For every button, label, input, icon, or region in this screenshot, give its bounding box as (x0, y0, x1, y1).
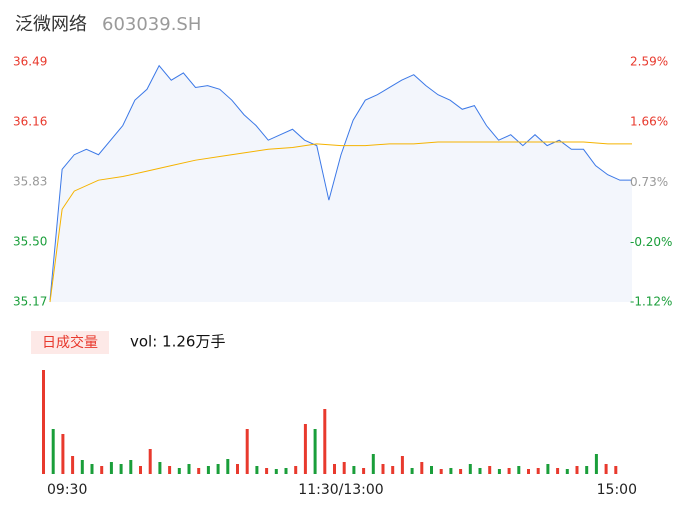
volume-bar (90, 464, 94, 474)
y-tick-label: 35.50 (13, 235, 47, 249)
volume-label-box (31, 331, 109, 354)
volume-bar (197, 468, 201, 474)
volume-bar (284, 468, 288, 474)
y-tick-label: 35.83 (13, 175, 47, 189)
volume-bar (585, 466, 589, 474)
y2-tick-label: 2.59% (630, 55, 668, 69)
volume-bar (459, 469, 463, 474)
y-tick-label: 36.16 (13, 115, 47, 129)
volume-bar (546, 464, 550, 474)
volume-label: 日成交量 (42, 334, 98, 351)
volume-bar (488, 466, 492, 474)
price-area (50, 65, 632, 303)
volume-bar (352, 466, 356, 474)
volume-bar (527, 469, 530, 474)
volume-bar (536, 468, 540, 474)
volume-bar (42, 370, 45, 474)
volume-bar (265, 468, 269, 474)
volume-bar (604, 464, 608, 474)
y2-tick-label: -0.20% (630, 235, 672, 249)
volume-bar (100, 466, 104, 474)
volume-bar (517, 466, 521, 474)
volume-bar (439, 469, 443, 474)
volume-bar (119, 464, 123, 474)
volume-bar (313, 429, 317, 474)
volume-bar (430, 466, 433, 474)
volume-annotation: vol: 1.26万手 (130, 333, 225, 351)
volume-bar (449, 468, 453, 474)
volume-bar (594, 454, 598, 474)
average-line (49, 141, 632, 303)
x-tick-label: 11:30/13:00 (298, 482, 383, 498)
volume-bar (294, 466, 298, 474)
price-line (49, 64, 632, 301)
volume-bar (507, 468, 511, 474)
volume-bar (565, 469, 569, 474)
volume-bar (614, 466, 618, 474)
volume-bar (168, 466, 172, 474)
volume-bar (362, 468, 366, 474)
volume-bar (274, 469, 278, 474)
volume-bar (303, 424, 307, 474)
volume-bar (255, 466, 259, 474)
volume-bar (556, 468, 560, 474)
volume-bar (236, 464, 239, 474)
x-tick-label: 15:00 (597, 482, 637, 498)
volume-bar (216, 464, 220, 474)
x-tick-label: 09:30 (47, 482, 87, 498)
volume-bar (381, 464, 385, 474)
volume-bar (226, 459, 230, 474)
y-tick-label: 35.17 (13, 295, 47, 309)
volume-bar (61, 434, 65, 474)
volume-bar (177, 468, 181, 474)
volume-bar (109, 462, 113, 474)
volume-bar (71, 456, 75, 474)
volume-bar (206, 466, 210, 474)
y2-tick-label: -1.12% (630, 295, 672, 309)
y-tick-label: 36.49 (13, 55, 47, 69)
volume-bar (391, 466, 395, 474)
y2-tick-label: 1.66% (630, 115, 668, 129)
volume-bar (129, 460, 133, 474)
stock-code: 603039.SH (102, 14, 201, 35)
volume-bar (575, 466, 579, 474)
y2-tick-label: 0.73% (630, 175, 668, 189)
volume-bar (333, 464, 336, 474)
volume-bar (51, 429, 55, 474)
volume-bar (400, 456, 404, 474)
volume-bar (342, 462, 346, 474)
volume-bar (478, 468, 482, 474)
volume-bar (187, 464, 191, 474)
volume-bar (468, 464, 472, 474)
volume-bar (420, 462, 424, 474)
volume-bar (371, 454, 375, 474)
volume-bar (245, 429, 249, 474)
volume-bar (80, 460, 84, 474)
volume-bar (148, 449, 152, 474)
volume-bar (139, 466, 142, 474)
volume-bar (158, 462, 162, 474)
volume-bar (323, 409, 327, 474)
volume-bar (410, 468, 414, 474)
volume-bar (497, 469, 501, 474)
stock-name: 泛微网络 (15, 14, 87, 35)
